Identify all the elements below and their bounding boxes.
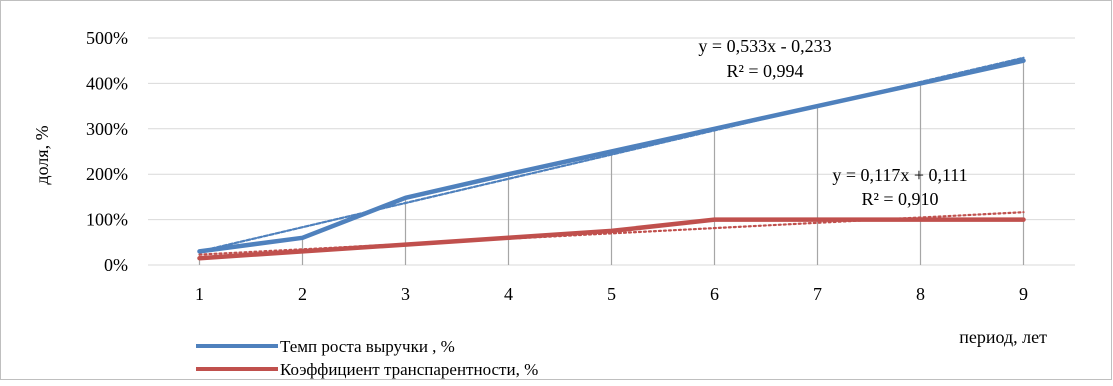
y-tick-label: 0%: [104, 255, 128, 275]
x-tick-label: 8: [916, 284, 925, 304]
x-tick-label: 2: [298, 284, 307, 304]
x-tick-label: 5: [607, 284, 616, 304]
x-tick-label: 9: [1019, 284, 1028, 304]
x-tick-label: 3: [401, 284, 410, 304]
y-axis-label: доля, %: [32, 125, 52, 184]
legend-label-revenue: Темп роста выручки , %: [280, 337, 455, 356]
trendline-equation-2: y = 0,117x + 0,111: [832, 165, 967, 185]
y-tick-label: 500%: [86, 28, 128, 48]
y-tick-label: 300%: [86, 119, 128, 139]
x-tick-label: 4: [504, 284, 513, 304]
trendline-equation-1: y = 0,533x - 0,233: [698, 36, 831, 56]
y-tick-label: 100%: [86, 210, 128, 230]
trendline-r2-1: R² = 0,994: [726, 61, 803, 81]
x-tick-label: 6: [710, 284, 719, 304]
y-tick-label: 200%: [86, 164, 128, 184]
x-tick-label: 7: [813, 284, 822, 304]
legend-label-transparency: Коэффициент транспарентности, %: [280, 360, 538, 379]
x-axis-label: период, лет: [959, 327, 1047, 347]
x-tick-label: 1: [195, 284, 204, 304]
trendline-r2-2: R² = 0,910: [861, 189, 938, 209]
y-tick-label: 400%: [86, 73, 128, 93]
